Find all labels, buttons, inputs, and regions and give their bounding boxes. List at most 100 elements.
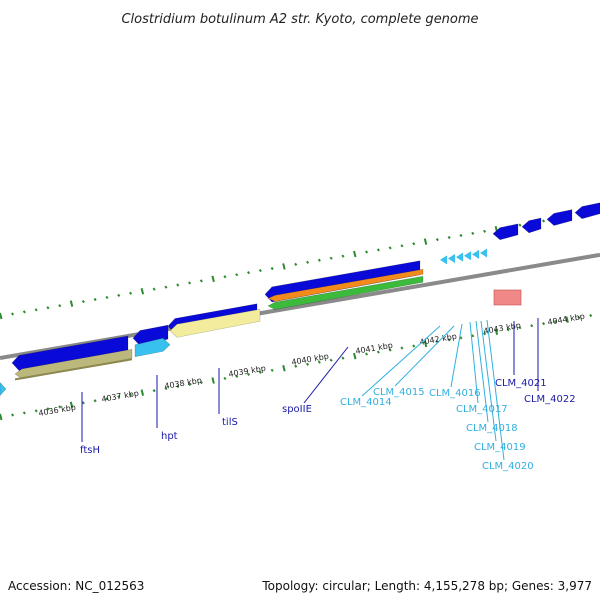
- leader-line: [303, 346, 349, 404]
- leader-line: [450, 323, 463, 388]
- gene-label: CLM_4016: [429, 388, 481, 399]
- inner-ruler-tick: [494, 328, 499, 335]
- outer-ruler-tick: [329, 256, 333, 260]
- tick-label: 4037 kbp: [101, 389, 140, 404]
- tick-label: 4039 kbp: [228, 364, 267, 379]
- inner-ruler-tick: [364, 352, 369, 356]
- inner-ruler-tick: [176, 384, 180, 389]
- outer-ruler-tick: [0, 312, 3, 320]
- outer-ruler-tick: [305, 260, 310, 264]
- gene-label: tilS: [222, 417, 238, 428]
- inner-ruler-tick: [282, 365, 286, 372]
- cds-small-arrow: [456, 252, 463, 262]
- gene-orange-band: [267, 268, 424, 302]
- cds-small-arrow: [472, 249, 479, 259]
- outer-ruler-tick: [341, 254, 345, 258]
- gene-tilS: [169, 308, 261, 338]
- inner-ruler-tick: [0, 413, 3, 421]
- outer-ruler-tick: [258, 268, 262, 273]
- inner-ruler-tick: [247, 372, 251, 376]
- outer-ruler-tick: [199, 279, 203, 283]
- gene-green-band: [267, 275, 424, 310]
- gene-label: hpt: [161, 431, 178, 442]
- outer-ruler-tick: [400, 244, 404, 248]
- accession-label: Accession: NC_012563: [8, 579, 145, 593]
- cds-small-arrow: [440, 255, 447, 265]
- outer-ruler-tick: [541, 219, 546, 223]
- outer-ruler-tick: [435, 237, 439, 242]
- outer-ruler-tick: [34, 308, 38, 312]
- outer-ruler-tick: [423, 238, 428, 245]
- leader-line: [480, 320, 497, 442]
- gene-label: CLM_4017: [456, 404, 508, 415]
- outer-ruler-tick: [388, 246, 392, 250]
- feature-layer: 4036 kbp 4037 kbp 4038 kbp 4039 kbp 4040 kbp…: [0, 202, 600, 472]
- inner-ruler-tick: [235, 374, 239, 379]
- gene-label: CLM_4015: [373, 387, 425, 398]
- inner-ruler-tick: [105, 397, 109, 401]
- inner-ruler-tick: [188, 382, 192, 387]
- cds-CLM-4024: [574, 202, 600, 220]
- tick-label: 4036 kbp: [38, 403, 77, 418]
- gene-label: CLM_4019: [474, 442, 526, 453]
- inner-ruler-tick: [199, 380, 203, 385]
- outer-ruler-tick: [188, 281, 192, 285]
- gene-label: ftsH: [80, 445, 100, 456]
- inner-ruler-tick: [376, 350, 380, 354]
- inner-ruler-tick: [388, 348, 392, 352]
- outer-ruler-tick: [270, 266, 274, 271]
- inner-ruler-tick: [129, 393, 133, 397]
- inner-ruler-tick: [223, 376, 227, 381]
- inner-ruler-tick: [482, 332, 487, 336]
- outer-ruler-tick: [164, 285, 168, 289]
- inner-ruler-tick: [58, 405, 62, 409]
- outer-ruler-tick: [447, 235, 451, 240]
- outer-ruler-tick: [353, 250, 357, 258]
- outer-ruler-tick: [247, 271, 251, 275]
- inner-ruler-tick: [305, 362, 310, 366]
- gene-label: CLM_4022: [524, 394, 576, 405]
- cds-small-arrow: [464, 251, 471, 261]
- inner-ruler-tick: [34, 409, 38, 413]
- outer-ruler-tick: [22, 310, 26, 314]
- cds-CLM-4021: [492, 223, 519, 241]
- inner-ruler-tick: [589, 313, 593, 318]
- outer-ruler-tick: [364, 250, 369, 254]
- inner-ruler-tick: [11, 413, 15, 417]
- outer-ruler-tick: [482, 229, 487, 233]
- outer-ruler-tick: [46, 306, 50, 310]
- leader-line: [361, 325, 441, 397]
- inner-ruler-tick: [412, 344, 416, 348]
- gene-label: CLM_4020: [482, 461, 534, 472]
- inner-ruler-tick: [211, 377, 215, 384]
- inner-ruler-tick: [164, 386, 168, 391]
- cds-small-arrow: [480, 248, 487, 258]
- outer-ruler-tick: [117, 293, 121, 297]
- leader-line: [475, 320, 489, 423]
- inner-ruler-tick: [518, 326, 522, 330]
- inner-ruler-tick: [341, 356, 345, 360]
- inner-ruler-tick: [317, 360, 321, 364]
- leader-line: [486, 319, 505, 461]
- cds-CLM-4023: [546, 209, 573, 226]
- gene-ftsH-shadow: [15, 358, 132, 381]
- outer-ruler-tick: [471, 231, 475, 235]
- inner-ruler-tick: [294, 364, 298, 368]
- inner-ruler-tick: [423, 340, 428, 348]
- inner-ruler-tick: [541, 322, 546, 326]
- gene-pink: [493, 289, 522, 306]
- outer-ruler-tick: [317, 258, 321, 262]
- inner-ruler-tick: [400, 346, 404, 350]
- map-title: Clostridium botulinum A2 str. Kyoto, com…: [121, 12, 478, 27]
- outer-ruler-tick: [376, 248, 380, 252]
- outer-ruler-tick: [235, 273, 239, 277]
- outer-ruler-tick: [211, 275, 215, 283]
- inner-ruler-tick: [270, 368, 274, 372]
- outer-ruler-tick: [459, 233, 463, 238]
- inner-ruler-tick: [117, 395, 121, 399]
- outer-ruler-tick: [412, 242, 416, 246]
- outer-ruler-tick: [105, 295, 109, 300]
- inner-ruler-tick: [329, 358, 333, 362]
- inner-ruler-tick: [565, 316, 569, 323]
